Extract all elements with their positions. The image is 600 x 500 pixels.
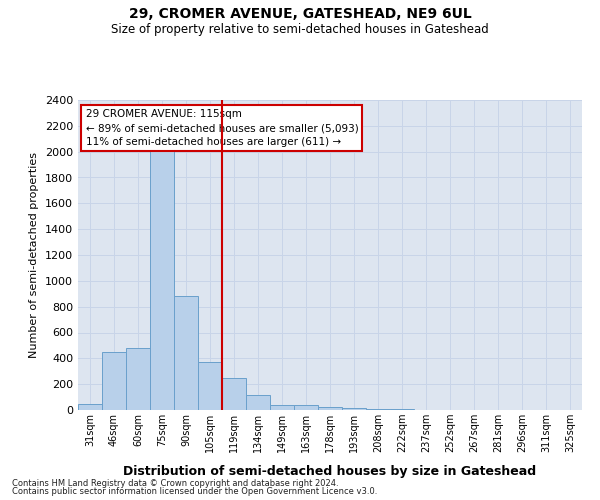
Text: Contains public sector information licensed under the Open Government Licence v3: Contains public sector information licen… (12, 487, 377, 496)
Text: Size of property relative to semi-detached houses in Gateshead: Size of property relative to semi-detach… (111, 22, 489, 36)
Bar (222, 378, 246, 410)
Bar (342, 408, 366, 410)
Bar (102, 352, 126, 410)
Text: 29, CROMER AVENUE, GATESHEAD, NE9 6UL: 29, CROMER AVENUE, GATESHEAD, NE9 6UL (128, 8, 472, 22)
Bar (246, 394, 270, 410)
Bar (126, 348, 150, 410)
Bar (270, 405, 294, 410)
Text: Distribution of semi-detached houses by size in Gateshead: Distribution of semi-detached houses by … (124, 464, 536, 477)
Bar (318, 408, 342, 410)
Bar (198, 362, 222, 410)
Bar (150, 126, 174, 410)
Bar (294, 406, 318, 410)
Bar (78, 404, 102, 410)
Text: 29 CROMER AVENUE: 115sqm
← 89% of semi-detached houses are smaller (5,093)
11% o: 29 CROMER AVENUE: 115sqm ← 89% of semi-d… (86, 110, 358, 148)
Bar (366, 408, 390, 410)
Text: Contains HM Land Registry data © Crown copyright and database right 2024.: Contains HM Land Registry data © Crown c… (12, 478, 338, 488)
Y-axis label: Number of semi-detached properties: Number of semi-detached properties (29, 152, 40, 358)
Bar (174, 296, 198, 410)
